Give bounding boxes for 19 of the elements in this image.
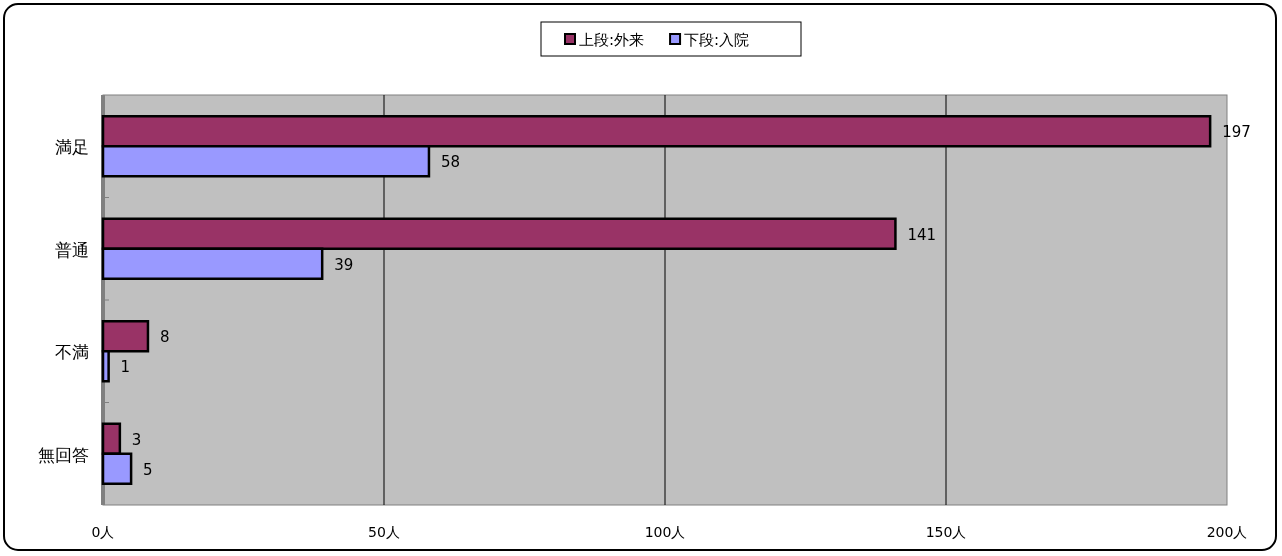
data-label: 141 [907, 225, 937, 244]
x-tick-label: 150人 [925, 524, 967, 540]
y-tick-label: 普通 [55, 239, 89, 260]
data-label: 197 [1222, 123, 1251, 142]
data-label: 8 [159, 328, 170, 347]
y-tick-label: 満足 [55, 137, 89, 158]
x-tick-label: 0人 [91, 524, 115, 540]
x-tick-label: 200人 [1206, 524, 1248, 540]
data-label: 58 [440, 153, 461, 172]
data-label: 39 [334, 255, 354, 274]
data-label: 1 [120, 358, 131, 377]
y-tick-label: 無回答 [38, 444, 89, 465]
data-label: 5 [143, 460, 153, 479]
x-tick-label: 50人 [368, 524, 400, 540]
legend-label: 上段:外来 [579, 31, 645, 49]
data-label: 3 [131, 430, 142, 449]
y-tick-label: 不満 [55, 342, 89, 363]
x-tick-label: 100人 [644, 524, 686, 540]
legend-label: 下段:入院 [684, 31, 750, 49]
